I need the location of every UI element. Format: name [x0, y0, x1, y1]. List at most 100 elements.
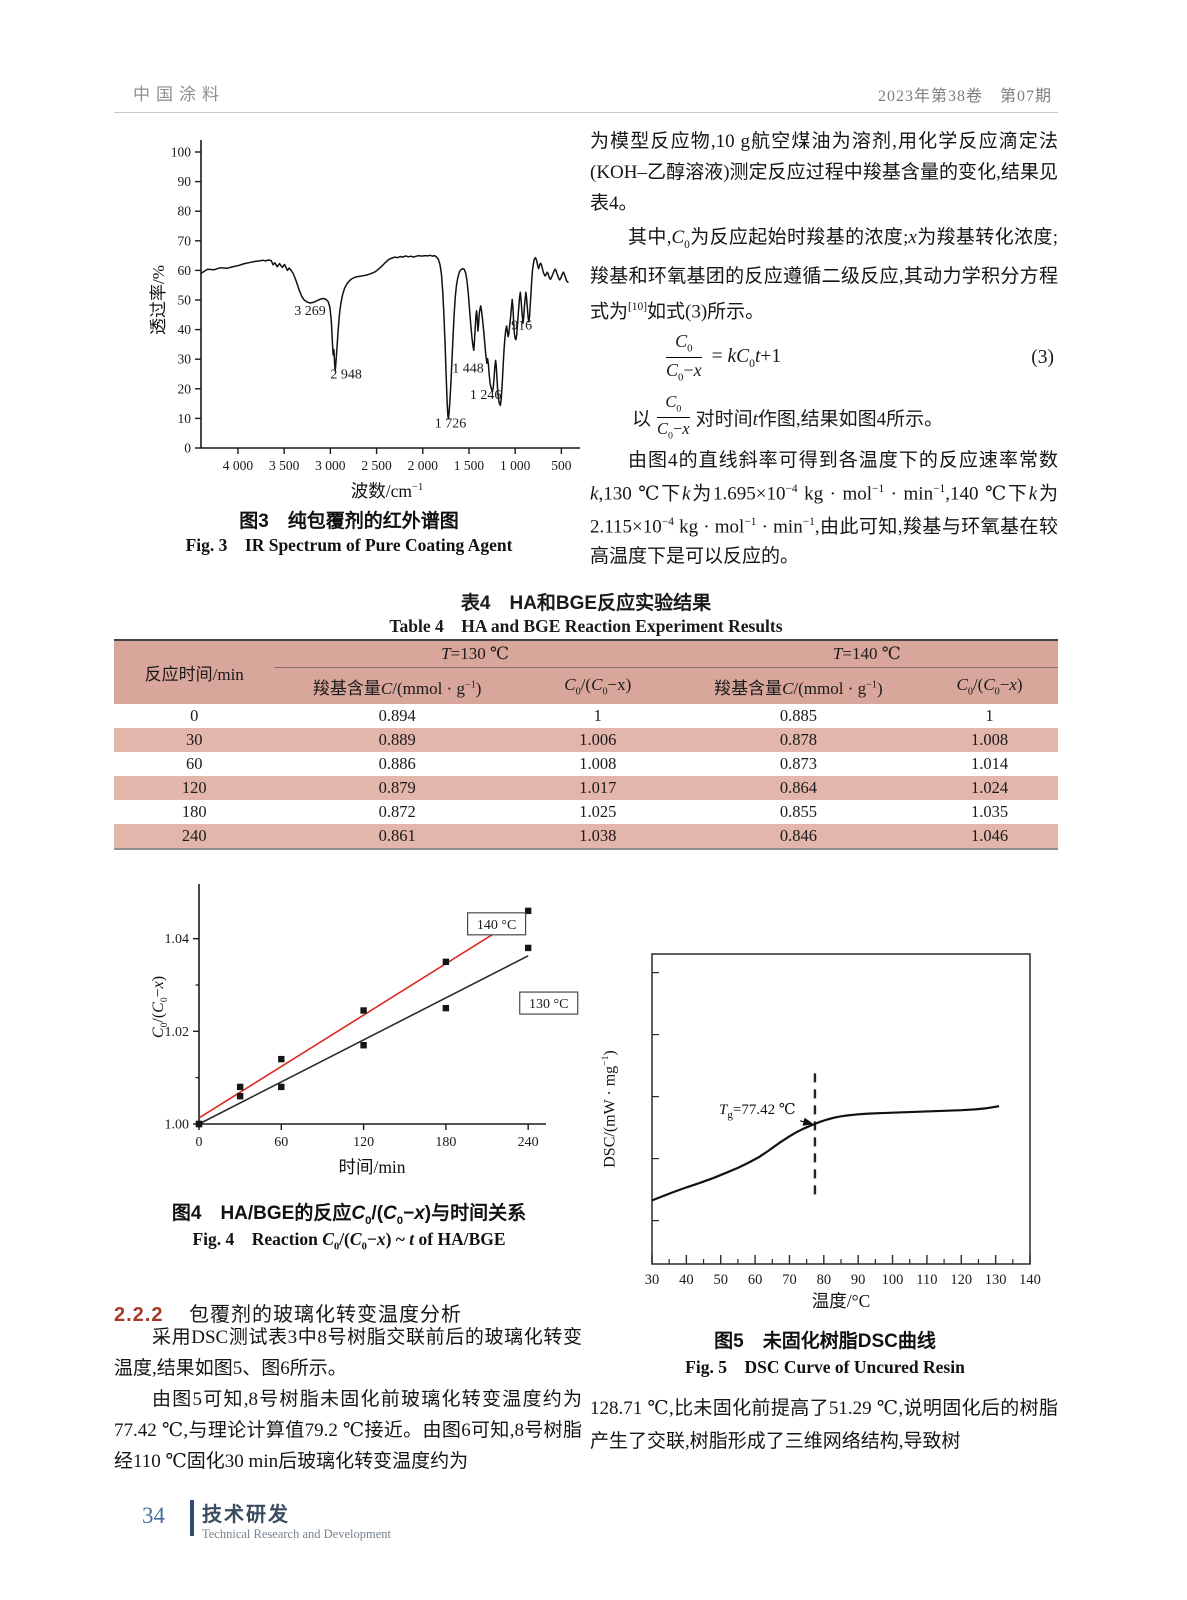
svg-text:70: 70 — [178, 233, 192, 248]
table-cell: 0.872 — [378, 802, 416, 821]
equation-3: C0 C0−x = kC0t+1 (3) — [590, 330, 1058, 385]
paragraph-3-prefix: 以 — [632, 408, 652, 430]
fig5-x-axis-label: 温度/°C — [811, 1291, 871, 1311]
kinetics-chart: 1.00 1.02 1.04 0 60 120 180 240 140 °C 130 °C — [165, 884, 579, 1150]
paragraph-2: 其中,C0为反应起始时羧基的浓度;x为羧基转化浓度;羧基和环氧基团的反应遵循二级… — [590, 227, 1058, 323]
fig4-y-axis-label: C0/(C0−x) — [150, 975, 171, 1039]
section-title: 包覆剂的玻璃化转变温度分析 — [189, 1304, 463, 1326]
paragraph-3-suffix: 对时间t作图,结果如图4所示。 — [695, 408, 944, 430]
page-number: 34 — [142, 1503, 165, 1528]
fig3-y-axis-label: 透过率/% — [149, 265, 168, 335]
col-header-carboxyl-140: 羧基含量C/(mmol · g−1) — [714, 678, 883, 698]
svg-text:90: 90 — [851, 1272, 866, 1288]
equation-rhs: = kC0t+1 — [711, 345, 782, 370]
fig3-caption-zh: 图3 纯包覆剂的红外谱图 — [239, 511, 459, 532]
table4-title-zh: 表4 HA和BGE反应实验结果 — [460, 593, 712, 614]
table-row: 0 0.894 1 0.885 1 — [114, 704, 1058, 728]
svg-text:2 500: 2 500 — [361, 458, 392, 473]
fig4-caption-zh: 图4 HA/BGE的反应C0/(C0−x)与时间关系 — [171, 1203, 527, 1227]
svg-text:50: 50 — [713, 1272, 728, 1288]
svg-text:3 500: 3 500 — [269, 458, 300, 473]
svg-text:3 000: 3 000 — [315, 458, 346, 473]
fig3-caption-en: Fig. 3 IR Spectrum of Pure Coating Agent — [185, 535, 513, 555]
table-row: 30 0.889 1.006 0.878 1.008 — [114, 728, 1058, 752]
fig3-x-axis-label: 波数/cm−1 — [350, 481, 424, 501]
table-cell: 1.008 — [579, 754, 617, 773]
svg-text:140: 140 — [1019, 1272, 1041, 1288]
fig4-x-axis-label: 时间/min — [338, 1157, 406, 1177]
equation-fraction: C0 C0−x — [666, 330, 702, 385]
paragraph-7: 128.71 ℃,比未固化前提高了51.29 ℃,说明固化后的树脂产生了交联,树… — [590, 1398, 1058, 1452]
table-cell: 1.008 — [970, 730, 1009, 749]
table-cell: 1.038 — [579, 826, 617, 845]
table-cell: 0.846 — [779, 826, 817, 845]
svg-text:70: 70 — [782, 1272, 797, 1288]
svg-text:1 246: 1 246 — [470, 388, 502, 403]
table4: 反应时间/min T=130 ℃ T=140 ℃ 羧基含量C/(mmol · g… — [114, 639, 1058, 850]
table-cell: 1.025 — [579, 802, 617, 821]
paragraph-3: 以 C0 C0−x 对时间t作图,结果如图4所示。 — [590, 392, 1058, 442]
svg-text:30: 30 — [645, 1272, 660, 1288]
table-cell: 240 — [181, 826, 207, 845]
table4-header: 反应时间/min T=130 ℃ T=140 ℃ 羧基含量C/(mmol · g… — [114, 640, 1058, 704]
table-cell: 0.878 — [779, 730, 817, 749]
table-cell: 0.886 — [378, 754, 416, 773]
svg-text:916: 916 — [511, 319, 532, 334]
svg-text:40: 40 — [679, 1272, 694, 1288]
paragraph-4: 由图4的直线斜率可得到各温度下的反应速率常数k,130 ℃下k为1.695×10… — [590, 450, 1058, 567]
svg-text:20: 20 — [178, 381, 192, 396]
table-cell: 1.024 — [970, 778, 1009, 797]
svg-text:500: 500 — [551, 458, 572, 473]
svg-text:80: 80 — [817, 1272, 832, 1288]
table4-title-en: Table 4 HA and BGE Reaction Experiment R… — [389, 616, 783, 636]
table-cell: 1.046 — [970, 826, 1009, 845]
fraction-denominator: C0−x — [666, 360, 702, 384]
table-cell: 0.885 — [779, 706, 817, 725]
dsc-chart: 30 40 50 60 70 80 90 100 110 120 130 140 Tg=77.42 ℃ — [645, 953, 1041, 1288]
section-heading: 2.2.2 包覆剂的玻璃化转变温度分析 — [114, 1298, 584, 1327]
svg-text:1 500: 1 500 — [454, 458, 485, 473]
table4-body: 0 0.894 1 0.885 1 30 0.889 1.006 0.878 1.008 60 0.8… — [114, 704, 1058, 849]
table-cell: 120 — [181, 778, 207, 797]
svg-text:1 448: 1 448 — [452, 362, 484, 377]
col-header-time: 反应时间/min — [144, 665, 244, 684]
svg-text:60: 60 — [178, 263, 192, 278]
fraction-numerator: C0 — [666, 330, 702, 359]
table-cell: 60 — [185, 754, 203, 773]
svg-text:120: 120 — [950, 1272, 972, 1288]
table-cell: 0.861 — [378, 826, 416, 845]
svg-text:110: 110 — [916, 1272, 937, 1288]
svg-text:60: 60 — [274, 1135, 288, 1150]
svg-text:120: 120 — [353, 1135, 374, 1150]
svg-text:4 000: 4 000 — [223, 458, 254, 473]
svg-text:Tg=77.42 ℃: Tg=77.42 ℃ — [719, 1102, 796, 1121]
table-row: 120 0.879 1.017 0.864 1.024 — [114, 776, 1058, 800]
svg-text:180: 180 — [435, 1135, 456, 1150]
table-cell: 1 — [593, 706, 602, 725]
table-cell: 0.873 — [779, 754, 817, 773]
table-cell: 1.006 — [579, 730, 617, 749]
table-cell: 0 — [190, 706, 199, 725]
table-cell: 1.017 — [579, 778, 617, 797]
svg-text:1.00: 1.00 — [165, 1118, 190, 1133]
svg-text:100: 100 — [171, 145, 192, 160]
svg-text:100: 100 — [882, 1272, 904, 1288]
svg-text:10: 10 — [178, 411, 192, 426]
col-group-130: T=130 ℃ — [274, 640, 676, 668]
figure-4: C0/(C0−x) 1.00 1.02 1.04 0 60 120 180 240 140 °C… — [114, 872, 584, 1184]
table-cell: 30 — [185, 730, 203, 749]
footer-section-zh: 技术研发 — [202, 1504, 290, 1526]
svg-text:3 269: 3 269 — [294, 304, 326, 319]
svg-text:2 948: 2 948 — [330, 367, 362, 382]
svg-text:90: 90 — [178, 174, 192, 189]
fig5-y-axis-label: DSC/(mW · mg−1) — [600, 1050, 619, 1168]
footer-divider — [190, 1500, 194, 1536]
svg-text:1 726: 1 726 — [435, 416, 467, 431]
svg-text:80: 80 — [178, 204, 192, 219]
paragraph-6: 由图5可知,8号树脂未固化前玻璃化转变温度约为77.42 ℃,与理论计算值79.… — [114, 1389, 582, 1472]
figure-5: DSC/(mW · mg−1) 30 40 50 60 70 80 90 100 110 120 1… — [590, 930, 1060, 1320]
fig5-caption-zh: 图5 未固化树脂DSC曲线 — [714, 1331, 936, 1352]
svg-text:1.02: 1.02 — [165, 1025, 190, 1040]
table-cell: 0.855 — [779, 802, 817, 821]
